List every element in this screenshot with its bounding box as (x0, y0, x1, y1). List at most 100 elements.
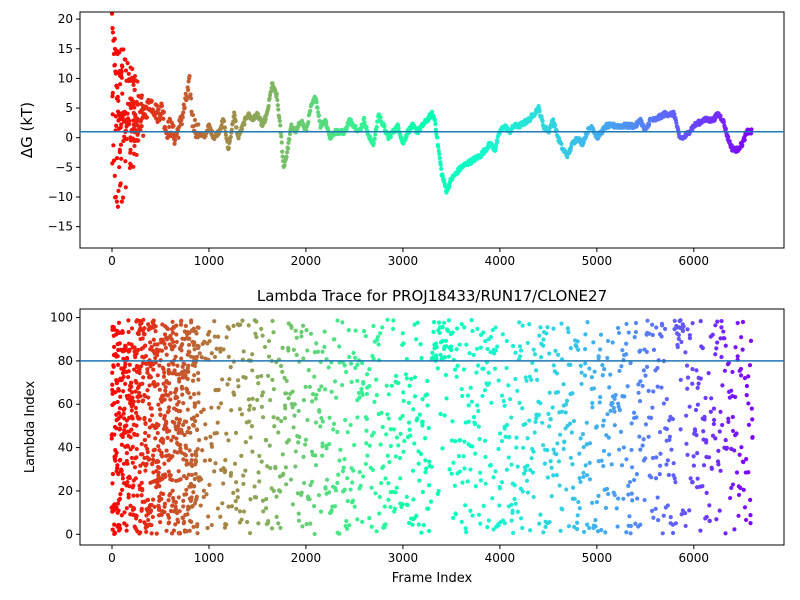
lambda-point (433, 353, 439, 358)
lambda-point (194, 427, 200, 433)
lambda-point (295, 491, 300, 496)
lambda-point (538, 512, 543, 517)
lambda-point (551, 326, 556, 331)
lambda-point (291, 347, 296, 352)
lambda-point (653, 476, 659, 481)
lambda-point (606, 435, 611, 440)
lambda-point (515, 509, 520, 514)
lambda-point (626, 330, 631, 335)
dg-point (647, 121, 652, 127)
lambda-point (493, 348, 498, 353)
lambda-point (200, 448, 205, 453)
lambda-point (323, 486, 328, 491)
dg-point (127, 165, 133, 171)
lambda-point (145, 388, 150, 393)
lambda-point (266, 373, 271, 378)
lambda-point (400, 413, 405, 419)
lambda-point (609, 462, 614, 467)
lambda-point (353, 355, 358, 360)
lambda-point (149, 508, 154, 513)
lambda-point (402, 438, 407, 444)
lambda-point (140, 381, 145, 386)
lambda-point (170, 346, 175, 352)
lambda-point (143, 354, 148, 359)
dg-point (122, 57, 127, 62)
dg-point (308, 108, 313, 113)
lambda-point (525, 436, 530, 441)
lambda-point (289, 401, 294, 407)
lambda-point (189, 472, 195, 477)
lambda-point (259, 459, 264, 464)
dg-point (128, 135, 133, 140)
lambda-point (207, 482, 212, 487)
lambda-point (371, 323, 376, 329)
lambda-point (578, 363, 583, 368)
lambda-point (187, 336, 192, 341)
lambda-point (625, 384, 630, 389)
lambda-point (170, 319, 175, 324)
lambda-point (139, 508, 144, 513)
lambda-point (257, 453, 262, 459)
lambda-point (355, 415, 360, 420)
lambda-point (196, 391, 201, 396)
lambda-point (301, 398, 306, 403)
lambda-point (126, 329, 131, 335)
lambda-point (148, 340, 153, 345)
lambda-point (124, 451, 130, 456)
lambda-point (627, 514, 632, 519)
dg-point (154, 103, 160, 108)
lambda-point (109, 436, 114, 441)
lambda-point (715, 340, 720, 345)
lambda-point (196, 377, 201, 382)
lambda-point (181, 498, 186, 503)
lambda-point (143, 468, 148, 473)
dg-point (196, 122, 201, 127)
lambda-point (296, 440, 301, 445)
lambda-point (149, 406, 154, 411)
lambda-point (156, 470, 161, 475)
lambda-point (304, 522, 309, 527)
lambda-point (196, 400, 201, 405)
lambda-point (655, 365, 660, 371)
lambda-point (557, 483, 562, 488)
lambda-point (412, 441, 417, 446)
lambda-point (112, 401, 117, 406)
lambda-point (664, 397, 669, 402)
lambda-point (305, 417, 310, 423)
lambda-point (599, 458, 604, 463)
lambda-point (420, 397, 425, 402)
lambda-point (627, 479, 633, 485)
lambda-point (246, 323, 251, 328)
lambda-point (552, 451, 557, 456)
lambda-point (133, 355, 138, 360)
lambda-point (740, 347, 745, 352)
lambda-point (464, 342, 469, 347)
lambda-point (250, 396, 255, 401)
dg-point (233, 119, 238, 124)
lambda-point (247, 419, 252, 424)
lambda-point (370, 467, 375, 472)
lambda-point (357, 395, 362, 400)
lambda-point (583, 332, 588, 337)
lambda-point (694, 368, 699, 373)
lambda-point (155, 373, 160, 378)
lambda-point (223, 468, 228, 473)
lambda-point (737, 452, 742, 457)
lambda-point (162, 397, 167, 402)
lambda-point (137, 370, 142, 376)
lambda-point (166, 362, 171, 367)
lambda-point (690, 381, 695, 386)
lambda-point (116, 320, 122, 325)
lambda-point (406, 400, 411, 405)
dg-point (167, 124, 172, 130)
lambda-point (184, 476, 189, 481)
lambda-point (115, 466, 120, 471)
dg-point (110, 94, 115, 99)
lambda-point (497, 503, 502, 508)
dg-point (141, 133, 146, 138)
lambda-point (117, 523, 122, 528)
lambda-point (131, 399, 136, 404)
lambda-point (664, 426, 670, 432)
lambda-point (155, 382, 160, 387)
dg-point (125, 61, 130, 66)
